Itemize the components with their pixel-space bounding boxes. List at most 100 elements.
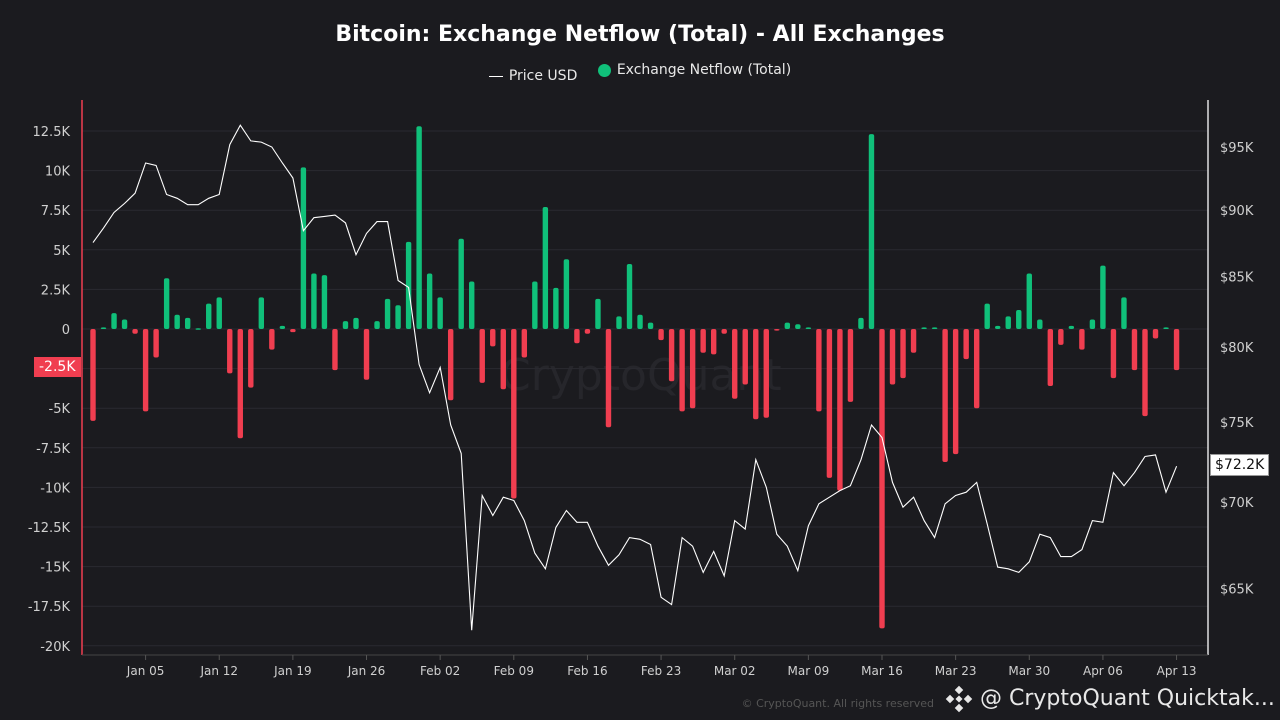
netflow-bar[interactable] <box>658 329 664 341</box>
netflow-bar[interactable] <box>111 313 117 329</box>
netflow-bar[interactable] <box>174 314 180 329</box>
netflow-bar[interactable] <box>889 329 896 385</box>
netflow-bar[interactable] <box>132 329 138 334</box>
netflow-bar[interactable] <box>469 281 475 329</box>
netflow-bar[interactable] <box>500 329 506 390</box>
netflow-bar[interactable] <box>742 329 748 385</box>
netflow-bar[interactable] <box>900 329 906 379</box>
netflow-bar[interactable] <box>1026 273 1032 329</box>
netflow-bar[interactable] <box>321 275 328 329</box>
netflow-bar[interactable] <box>879 329 885 629</box>
netflow-bar[interactable] <box>490 329 496 347</box>
netflow-bar[interactable] <box>206 303 212 329</box>
netflow-bar[interactable] <box>395 305 401 329</box>
netflow-bar[interactable] <box>647 322 654 329</box>
netflow-bar[interactable] <box>1089 319 1096 329</box>
netflow-bar[interactable] <box>595 298 601 329</box>
netflow-bar[interactable] <box>458 238 464 329</box>
netflow-bar[interactable] <box>1047 329 1054 387</box>
netflow-bar[interactable] <box>553 287 559 329</box>
netflow-bar[interactable] <box>384 298 391 329</box>
netflow-bar[interactable] <box>689 329 696 409</box>
netflow-bar[interactable] <box>258 297 265 329</box>
netflow-bar[interactable] <box>237 329 243 439</box>
netflow-bar[interactable] <box>700 329 706 353</box>
netflow-bar[interactable] <box>405 241 412 329</box>
netflow-bar[interactable] <box>816 329 822 412</box>
netflow-bar[interactable] <box>963 329 969 360</box>
netflow-bar[interactable] <box>774 329 780 331</box>
netflow-bar[interactable] <box>1142 329 1148 417</box>
netflow-bar[interactable] <box>616 316 622 329</box>
netflow-bar[interactable] <box>710 329 717 355</box>
netflow-bar[interactable] <box>311 273 317 329</box>
netflow-bar[interactable] <box>732 329 738 399</box>
netflow-bar[interactable] <box>479 329 485 383</box>
netflow-bar[interactable] <box>1016 309 1022 329</box>
netflow-bar[interactable] <box>847 329 854 402</box>
netflow-bar[interactable] <box>626 264 633 329</box>
netflow-bar[interactable] <box>973 329 980 409</box>
netflow-bar[interactable] <box>374 321 380 329</box>
netflow-bar[interactable] <box>858 317 864 329</box>
netflow-bar[interactable] <box>679 329 685 412</box>
netflow-bar[interactable] <box>795 324 801 329</box>
netflow-bar[interactable] <box>1163 327 1169 329</box>
netflow-bar[interactable] <box>637 314 643 329</box>
netflow-bar[interactable] <box>1121 297 1127 329</box>
netflow-bar[interactable] <box>1173 329 1180 371</box>
netflow-bar[interactable] <box>942 329 948 463</box>
netflow-bar[interactable] <box>300 167 307 329</box>
netflow-bar[interactable] <box>426 273 433 329</box>
netflow-bar[interactable] <box>868 134 875 329</box>
netflow-bar[interactable] <box>763 329 769 418</box>
netflow-bar[interactable] <box>1037 319 1043 329</box>
netflow-bar[interactable] <box>90 329 96 421</box>
netflow-bar[interactable] <box>363 329 370 380</box>
netflow-bar[interactable] <box>668 329 675 382</box>
netflow-bar[interactable] <box>931 327 938 329</box>
netflow-bar[interactable] <box>753 329 759 420</box>
netflow-bar[interactable] <box>584 329 591 334</box>
netflow-bar[interactable] <box>195 328 201 330</box>
netflow-bar[interactable] <box>984 303 990 329</box>
netflow-bar[interactable] <box>100 327 107 329</box>
netflow-bar[interactable] <box>184 317 191 329</box>
netflow-bar[interactable] <box>952 329 959 455</box>
netflow-bar[interactable] <box>542 207 549 329</box>
netflow-bar[interactable] <box>248 329 254 388</box>
netflow-bar[interactable] <box>153 329 159 358</box>
netflow-bar[interactable] <box>1058 329 1064 345</box>
netflow-bar[interactable] <box>1131 329 1138 371</box>
netflow-bar[interactable] <box>521 329 528 358</box>
netflow-bar[interactable] <box>437 297 443 329</box>
netflow-bar[interactable] <box>1005 316 1011 329</box>
netflow-bar[interactable] <box>837 329 843 491</box>
netflow-bar[interactable] <box>805 327 812 329</box>
netflow-bar[interactable] <box>142 329 149 412</box>
netflow-bar[interactable] <box>784 322 791 329</box>
netflow-bar[interactable] <box>447 329 454 401</box>
netflow-bar[interactable] <box>269 329 275 350</box>
netflow-bar[interactable] <box>826 329 833 478</box>
netflow-bar[interactable] <box>332 329 338 371</box>
netflow-bar[interactable] <box>1100 265 1106 329</box>
legend-item-price[interactable]: Price USD <box>488 68 577 84</box>
netflow-bar[interactable] <box>995 325 1001 329</box>
netflow-bar[interactable] <box>163 278 170 329</box>
netflow-bar[interactable] <box>416 126 422 329</box>
netflow-bar[interactable] <box>563 259 570 329</box>
netflow-bar[interactable] <box>1079 329 1085 350</box>
netflow-bar[interactable] <box>216 297 222 329</box>
netflow-bar[interactable] <box>721 329 727 334</box>
netflow-bar[interactable] <box>605 329 612 428</box>
netflow-bar[interactable] <box>290 329 296 333</box>
netflow-bar[interactable] <box>574 329 580 344</box>
netflow-bar[interactable] <box>1152 329 1159 339</box>
netflow-bar[interactable] <box>342 321 349 329</box>
netflow-bar[interactable] <box>227 329 233 374</box>
netflow-bar[interactable] <box>910 329 917 353</box>
netflow-bar[interactable] <box>353 317 359 329</box>
netflow-bar[interactable] <box>121 319 128 329</box>
netflow-bar[interactable] <box>1110 329 1117 379</box>
